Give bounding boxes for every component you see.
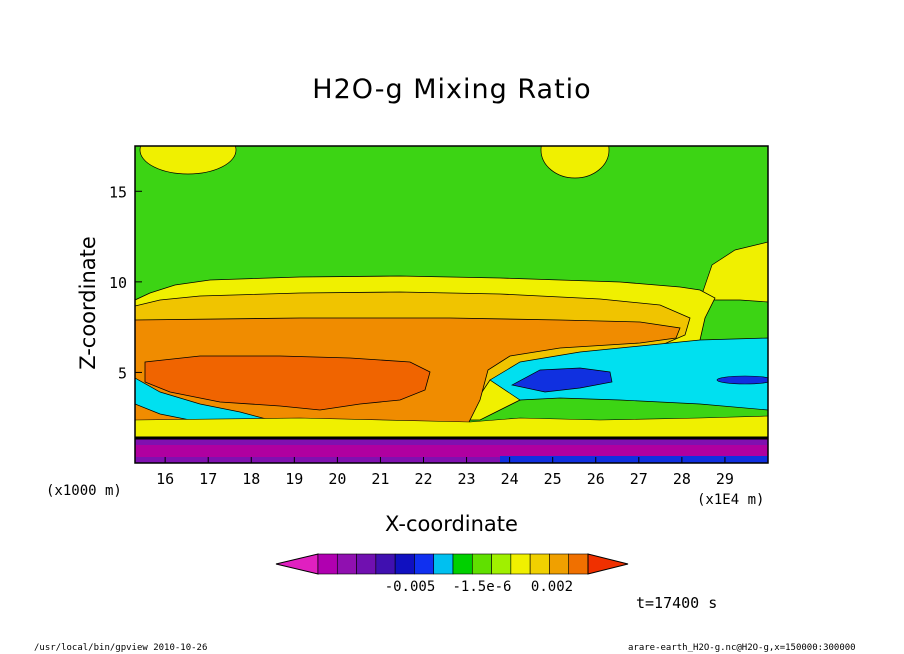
colorbar-swatch xyxy=(433,553,454,575)
x-tick-label: 26 xyxy=(587,470,605,488)
colorbar-swatch xyxy=(529,553,550,575)
x-tick-label: 27 xyxy=(630,470,648,488)
colorbar-swatch xyxy=(394,553,415,575)
x-tick-label: 24 xyxy=(501,470,519,488)
colorbar-swatch xyxy=(356,553,377,575)
colorbar-label: 0.002 xyxy=(531,579,573,595)
colorbar-high-arrow xyxy=(587,553,629,575)
x-tick-label: 18 xyxy=(242,470,260,488)
region-yellow-right xyxy=(699,241,768,303)
colorbar-swatch xyxy=(471,553,492,575)
x-tick-label: 17 xyxy=(199,470,217,488)
x-axis: 16 17 18 19 20 21 22 23 24 25 26 27 28 29 xyxy=(156,457,734,488)
y-axis: 5 10 15 xyxy=(109,183,142,382)
contour-field xyxy=(135,146,768,463)
x-tick-label: 19 xyxy=(285,470,303,488)
x-tick-label: 20 xyxy=(328,470,346,488)
region-cyan xyxy=(489,337,768,411)
x-tick-label: 29 xyxy=(716,470,734,488)
region-blue-right xyxy=(716,375,768,385)
x-tick-label: 21 xyxy=(371,470,389,488)
colorbar-swatch xyxy=(568,553,589,575)
y-tick-label: 15 xyxy=(109,183,127,201)
region-dark-orange xyxy=(144,355,431,411)
colorbar-swatch xyxy=(491,553,512,575)
x-tick-label: 25 xyxy=(544,470,562,488)
colorbar-swatch xyxy=(549,553,570,575)
footer-right: arare-earth_H2O-g.nc@H2O-g,x=150000:3000… xyxy=(628,643,856,653)
colorbar-label: -1.5e-6 xyxy=(452,579,511,595)
colorbar-label: -0.005 xyxy=(385,579,436,595)
region-blue xyxy=(510,367,613,393)
x-tick-label: 16 xyxy=(156,470,174,488)
region-yellow-top-right xyxy=(540,146,610,179)
colorbar-swatch xyxy=(375,553,396,575)
y-tick-label: 5 xyxy=(118,364,127,382)
time-annotation: t=17400 s xyxy=(636,594,718,612)
x-tick-label: 23 xyxy=(458,470,476,488)
region-blue-bottom xyxy=(500,456,768,463)
chart-title: H2O-g Mixing Ratio xyxy=(312,74,592,105)
colorbar-swatch xyxy=(510,553,531,575)
colorbar: -0.005 -1.5e-6 0.002 xyxy=(275,553,629,595)
x-unit-left: (x1000 m) xyxy=(46,483,122,499)
colorbar-swatch xyxy=(317,553,338,575)
plot-frame xyxy=(134,145,769,464)
colorbar-swatch xyxy=(414,553,435,575)
colorbar-low-arrow xyxy=(275,553,319,575)
y-tick-label: 10 xyxy=(109,274,127,292)
x-unit-right: (x1E4 m) xyxy=(697,492,765,508)
y-axis-label: Z-coordinate xyxy=(76,236,100,370)
region-magenta xyxy=(135,445,768,457)
colorbar-swatch xyxy=(452,553,473,575)
colorbar-swatch xyxy=(336,553,357,575)
x-tick-label: 28 xyxy=(673,470,691,488)
region-yellow-top-left xyxy=(139,146,237,175)
x-axis-label: X-coordinate xyxy=(385,512,518,536)
x-tick-label: 22 xyxy=(414,470,432,488)
footer-left: /usr/local/bin/gpview 2010-10-26 xyxy=(34,643,208,653)
